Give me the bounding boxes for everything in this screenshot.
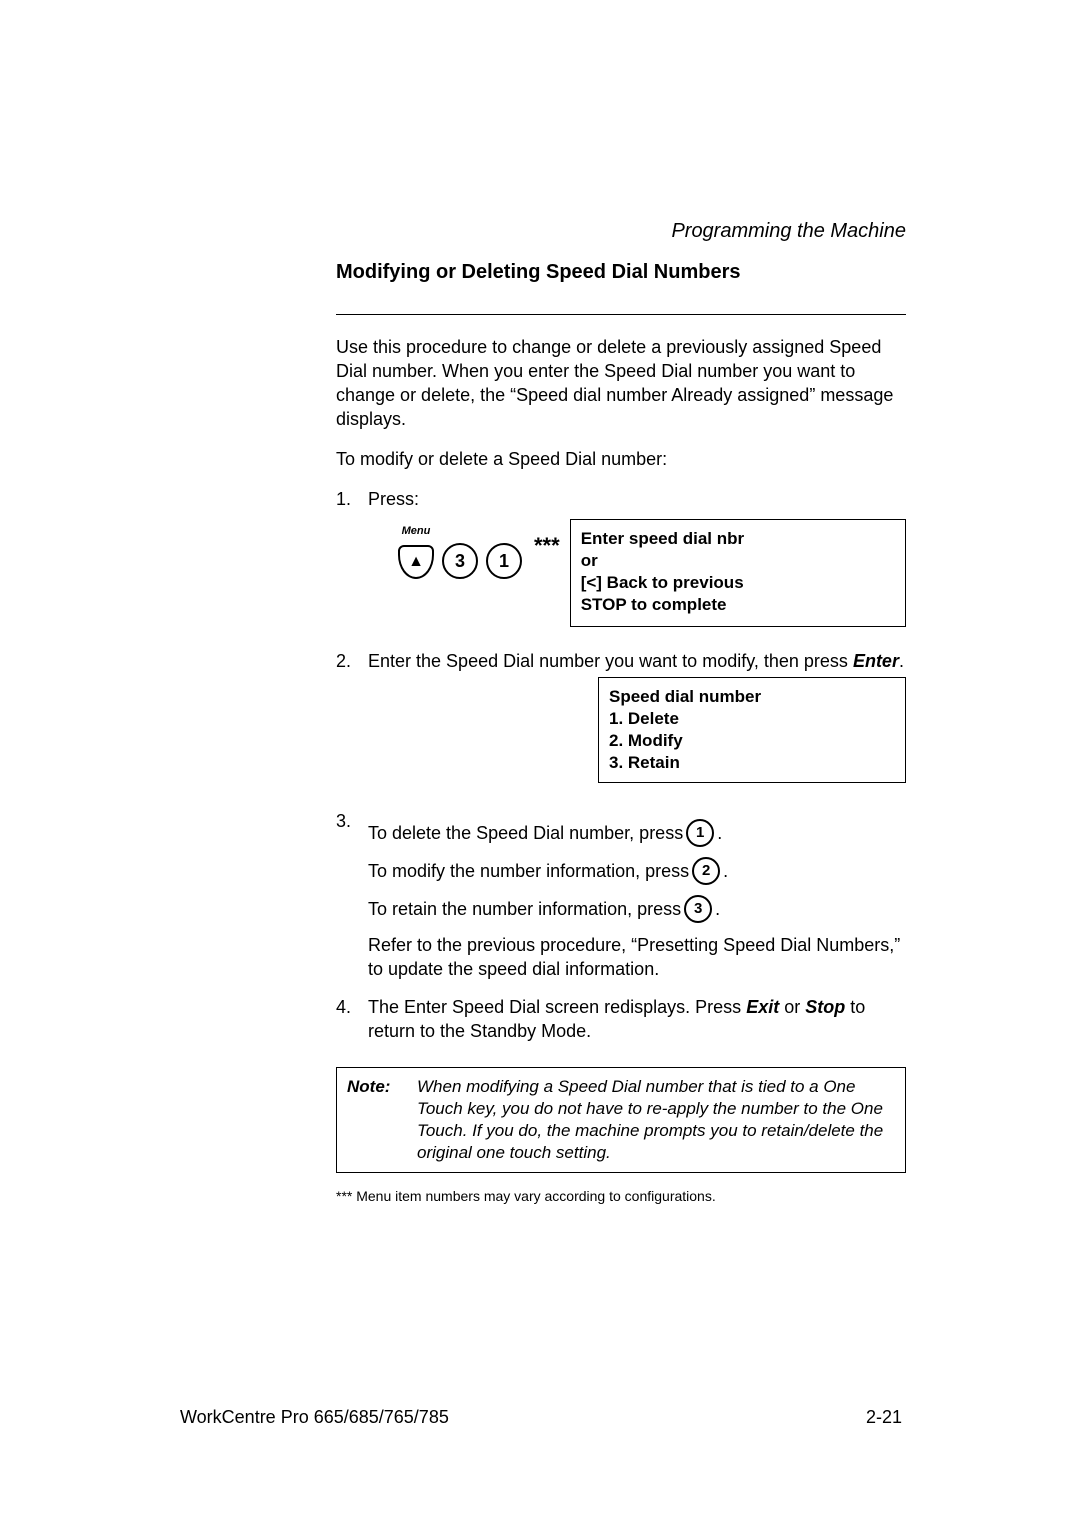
menu-label: Menu <box>402 519 431 543</box>
display-line: 3. Retain <box>609 752 895 774</box>
display-line: or <box>581 550 895 572</box>
footer-page-number: 2-21 <box>866 1407 902 1428</box>
step-number: 1. <box>336 487 368 635</box>
digit-button-3-inline: 3 <box>684 895 712 923</box>
step-4: 4. The Enter Speed Dial screen redisplay… <box>336 995 906 1043</box>
step-3-refer: Refer to the previous procedure, “Preset… <box>368 933 906 981</box>
stop-key: Stop <box>805 997 845 1017</box>
exit-key: Exit <box>746 997 779 1017</box>
asterisks: *** <box>530 534 560 558</box>
step-4-text: The Enter Speed Dial screen redisplays. … <box>368 995 906 1043</box>
footnote: *** Menu item numbers may vary according… <box>336 1187 906 1205</box>
note-body: When modifying a Speed Dial number that … <box>417 1076 895 1164</box>
step-2-text: Enter the Speed Dial number you want to … <box>368 649 906 673</box>
step-1-row: Menu ▲ 3 1 *** Enter speed dial nbr or [… <box>368 519 906 627</box>
footer-product: WorkCentre Pro 665/685/765/785 <box>180 1407 449 1428</box>
step-3: 3. To delete the Speed Dial number, pres… <box>336 809 906 981</box>
digit-button-2-inline: 2 <box>692 857 720 885</box>
section-title: Modifying or Deleting Speed Dial Numbers <box>336 261 906 284</box>
section-divider <box>336 314 906 315</box>
step-3a: To delete the Speed Dial number, press 1… <box>368 819 906 847</box>
step-number: 3. <box>336 809 368 981</box>
page-footer: WorkCentre Pro 665/685/765/785 2-21 <box>180 1407 902 1428</box>
enter-key: Enter <box>853 651 899 671</box>
step-2: 2. Enter the Speed Dial number you want … <box>336 649 906 795</box>
menu-button: Menu ▲ <box>398 519 434 579</box>
display-line: 2. Modify <box>609 730 895 752</box>
chapter-header: Programming the Machine <box>336 220 906 243</box>
lcd-display-1: Enter speed dial nbr or [<] Back to prev… <box>570 519 906 627</box>
step-1: 1. Press: Menu ▲ 3 1 *** Enter speed dia… <box>336 487 906 635</box>
note-label: Note: <box>347 1076 417 1164</box>
lcd-display-2: Speed dial number 1. Delete 2. Modify 3.… <box>598 677 906 783</box>
display-line: STOP to complete <box>581 594 895 616</box>
digit-button-1: 1 <box>486 543 522 579</box>
lead-in: To modify or delete a Speed Dial number: <box>336 447 906 471</box>
step-1-text: Press: <box>368 487 906 511</box>
step-3c: To retain the number information, press … <box>368 895 906 923</box>
display-line: Speed dial number <box>609 686 895 708</box>
step-number: 4. <box>336 995 368 1043</box>
page-content: Programming the Machine Modifying or Del… <box>336 220 906 1205</box>
display-line: [<] Back to previous <box>581 572 895 594</box>
note-box: Note: When modifying a Speed Dial number… <box>336 1067 906 1173</box>
button-group: Menu ▲ 3 1 *** <box>368 519 560 579</box>
digit-button-3: 3 <box>442 543 478 579</box>
display-line: Enter speed dial nbr <box>581 528 895 550</box>
digit-button-1-inline: 1 <box>686 819 714 847</box>
intro-paragraph: Use this procedure to change or delete a… <box>336 335 906 431</box>
display-line: 1. Delete <box>609 708 895 730</box>
step-number: 2. <box>336 649 368 795</box>
step-3b: To modify the number information, press … <box>368 857 906 885</box>
menu-icon: ▲ <box>398 545 434 579</box>
